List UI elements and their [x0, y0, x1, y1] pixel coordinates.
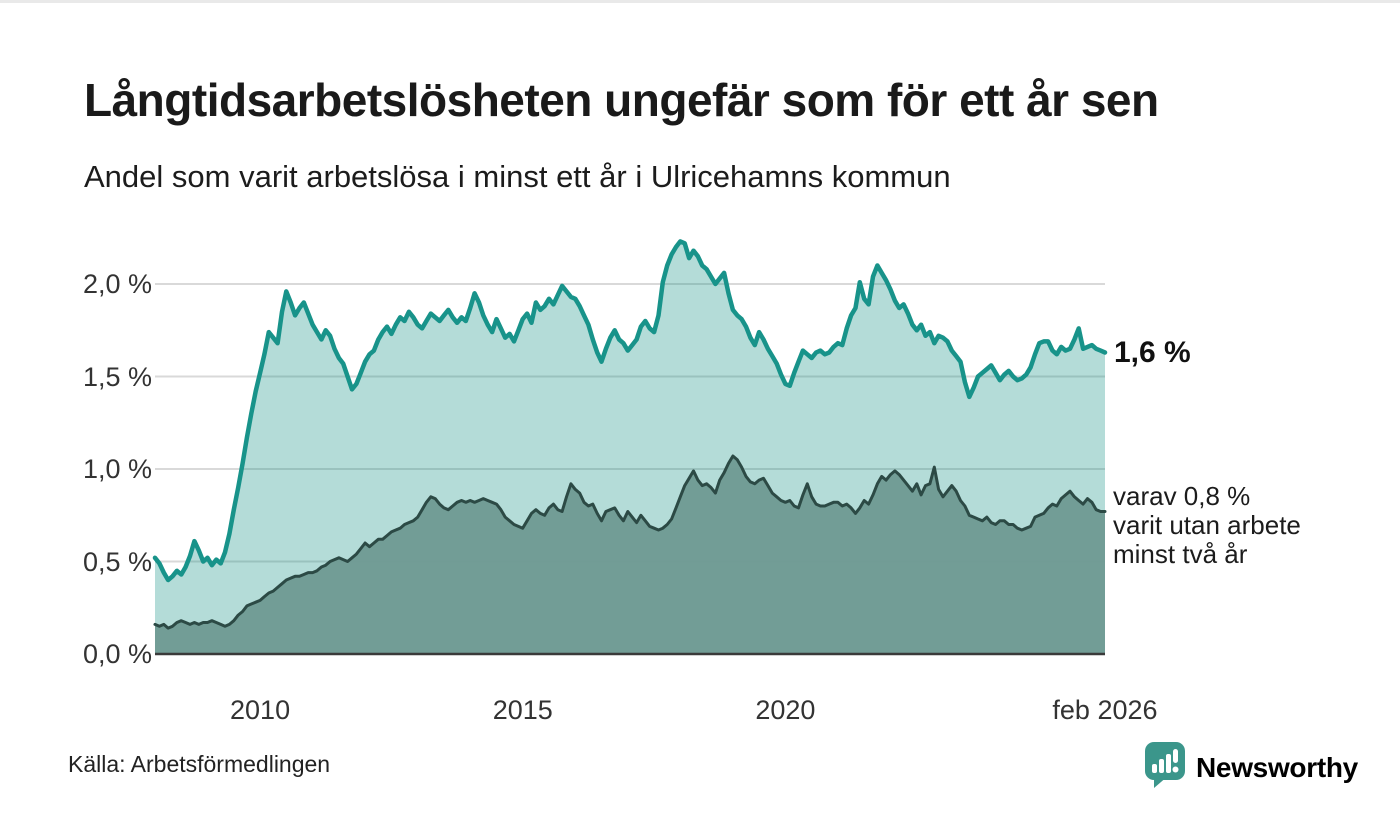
y-axis-label: 0,5 %: [82, 546, 152, 577]
newsworthy-logo: Newsworthy: [1144, 741, 1358, 794]
x-axis-label: 2020: [755, 695, 816, 725]
newsworthy-icon: [1144, 741, 1186, 794]
y-axis-label: 2,0 %: [82, 269, 152, 299]
series-line-2yr: [153, 454, 1107, 630]
secondary-series-annotation: varav 0,8 % varit utan arbete minst två …: [1113, 480, 1301, 569]
secondary-annotation-line: varit utan arbete: [1113, 509, 1301, 540]
page-subtitle: Andel som varit arbetslösa i minst ett å…: [84, 159, 951, 194]
area-chart: 2,0 % 1,5 % 1,0 % 0,5 % 0,0 % 2010 2015 2020 feb…: [0, 3, 1400, 840]
y-axis-label: 1,5 %: [82, 361, 152, 392]
source-note: Källa: Arbetsförmedlingen: [68, 751, 331, 777]
series-area-2yr: [155, 456, 1105, 654]
x-axis-label: 2015: [492, 695, 553, 725]
y-axis-label: 0,0 %: [82, 639, 152, 669]
secondary-annotation-line: minst två år: [1113, 538, 1248, 569]
last-value-annotation: 1,6 %: [1114, 335, 1191, 369]
series-line-1yr: [152, 239, 1108, 583]
chart-canvas: [0, 3, 1400, 840]
page-title: Långtidsarbetslösheten ungefär som för e…: [84, 74, 1159, 126]
x-axis-label: 2010: [230, 695, 291, 725]
x-axis-label: feb 2026: [1052, 695, 1158, 725]
newsworthy-wordmark: Newsworthy: [1196, 751, 1358, 783]
secondary-annotation-line: varav 0,8 %: [1113, 480, 1251, 511]
y-axis-label: 1,0 %: [82, 454, 152, 484]
